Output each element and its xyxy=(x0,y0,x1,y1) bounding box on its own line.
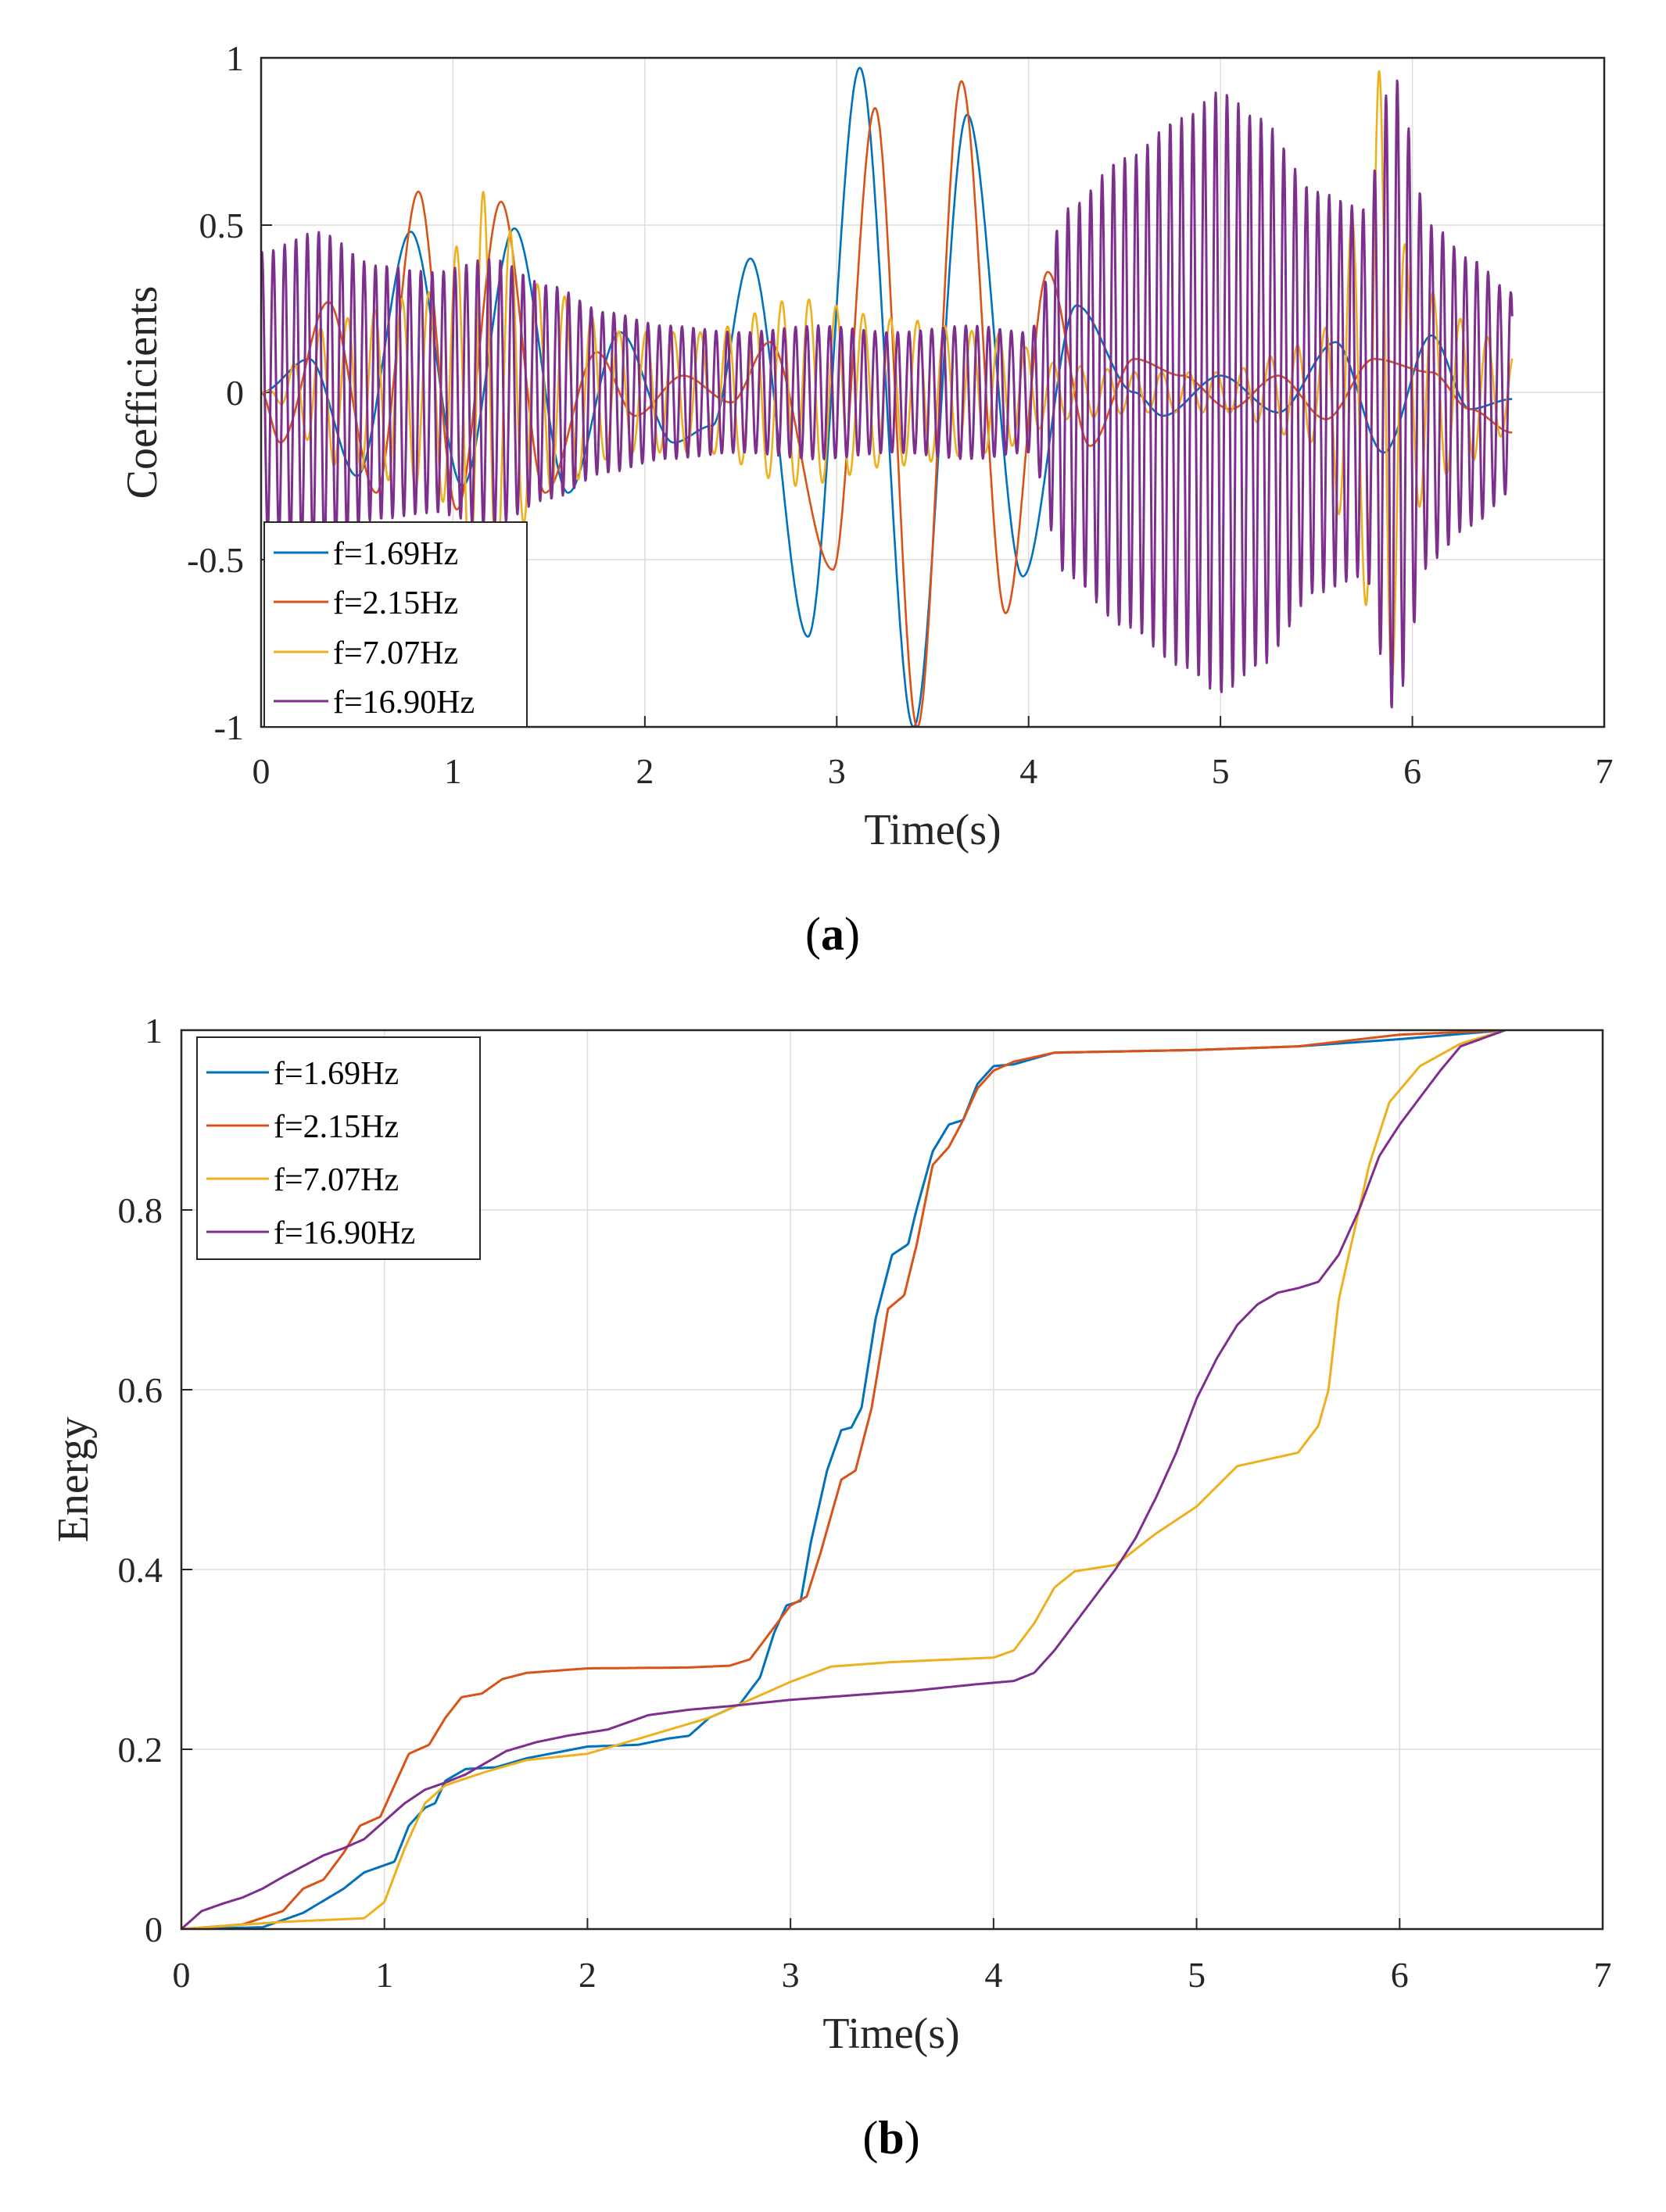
caption-a: (a) xyxy=(805,908,860,960)
axes-box-a xyxy=(260,56,1606,728)
x-tick-labels-b: 0 1 2 3 4 5 6 7 xyxy=(173,1955,1612,1995)
y-tick-label-a-1: -0.5 xyxy=(187,540,244,580)
y-tick-label-b-2: 0.4 xyxy=(118,1550,163,1590)
legend-a: f=1.69Hz f=2.15Hz f=7.07Hz f=16.90Hz xyxy=(263,521,528,728)
x-axis-label-a: Time(s) xyxy=(864,806,1001,854)
legend-label-b-1: f=2.15Hz xyxy=(274,1109,399,1145)
y-tick-label-a-2: 0 xyxy=(226,373,244,413)
x-tick-label-b-1: 1 xyxy=(375,1955,393,1995)
y-tick-label-b-0: 0 xyxy=(145,1910,163,1949)
y-tick-label-b-3: 0.6 xyxy=(118,1370,163,1410)
series-lines-b xyxy=(181,1030,1506,1929)
x-tick-label-b-6: 6 xyxy=(1391,1955,1409,1995)
panel-b-energy-chart: 0 1 2 3 4 5 6 7 0 0.2 0.4 0.6 0.8 1 Time(s) Energy f… xyxy=(49,1011,1612,2164)
y-tick-label-a-4: 1 xyxy=(226,38,244,78)
y-tick-label-a-3: 0.5 xyxy=(199,206,245,245)
y-axis-label-a: Coefficients xyxy=(118,286,167,499)
x-tick-label-a-5: 5 xyxy=(1212,751,1230,791)
x-tick-label-b-0: 0 xyxy=(173,1955,191,1995)
series-line-b-1 xyxy=(181,1030,1506,1929)
x-tick-label-a-7: 7 xyxy=(1596,751,1614,791)
x-tick-label-a-0: 0 xyxy=(253,751,271,791)
x-tick-label-a-6: 6 xyxy=(1403,751,1421,791)
y-tick-label-b-1: 0.2 xyxy=(118,1730,163,1770)
y-tick-label-a-0: -1 xyxy=(214,707,244,747)
legend-label-b-3: f=16.90Hz xyxy=(274,1215,415,1251)
x-axis-label-b: Time(s) xyxy=(822,2010,959,2058)
axes-box-b xyxy=(180,1029,1604,1931)
legend-label-b-2: f=7.07Hz xyxy=(274,1162,399,1198)
caption-b: (b) xyxy=(862,2112,919,2164)
y-tick-label-b-5: 1 xyxy=(145,1011,163,1051)
x-tick-label-b-4: 4 xyxy=(984,1955,1002,1995)
x-tick-label-a-4: 4 xyxy=(1019,751,1037,791)
legend-label-b-0: f=1.69Hz xyxy=(274,1056,399,1092)
y-tick-labels-a: -1 -0.5 0 0.5 1 xyxy=(187,38,244,747)
legend-label-a-1: f=2.15Hz xyxy=(333,585,458,621)
x-tick-label-b-3: 3 xyxy=(782,1955,800,1995)
x-tick-label-a-1: 1 xyxy=(444,751,462,791)
x-tick-label-b-5: 5 xyxy=(1188,1955,1206,1995)
x-tick-label-b-7: 7 xyxy=(1594,1955,1612,1995)
x-tick-label-b-2: 2 xyxy=(579,1955,597,1995)
legend-label-a-0: f=1.69Hz xyxy=(333,536,458,572)
x-tick-label-a-2: 2 xyxy=(636,751,654,791)
legend-label-a-3: f=16.90Hz xyxy=(333,685,475,721)
series-line-b-3 xyxy=(181,1030,1506,1929)
series-line-b-2 xyxy=(181,1030,1506,1929)
x-tick-label-a-3: 3 xyxy=(828,751,846,791)
legend-box-b xyxy=(196,1036,481,1260)
series-line-a-3 xyxy=(261,79,1514,709)
legend-label-a-2: f=7.07Hz xyxy=(333,635,458,671)
legend-b: f=1.69Hz f=2.15Hz f=7.07Hz f=16.90Hz xyxy=(196,1036,481,1260)
x-tick-labels-a: 0 1 2 3 4 5 6 7 xyxy=(253,751,1614,791)
y-axis-label-b: Energy xyxy=(49,1417,98,1543)
legend-box-a xyxy=(263,521,528,728)
y-tick-label-b-4: 0.8 xyxy=(118,1190,163,1230)
y-tick-labels-b: 0 0.2 0.4 0.6 0.8 1 xyxy=(118,1011,163,1949)
panel-a-coefficients-chart: 0 1 2 3 4 5 6 7 -1 -0.5 0 0.5 1 Time(s) Coefficient… xyxy=(118,38,1614,960)
